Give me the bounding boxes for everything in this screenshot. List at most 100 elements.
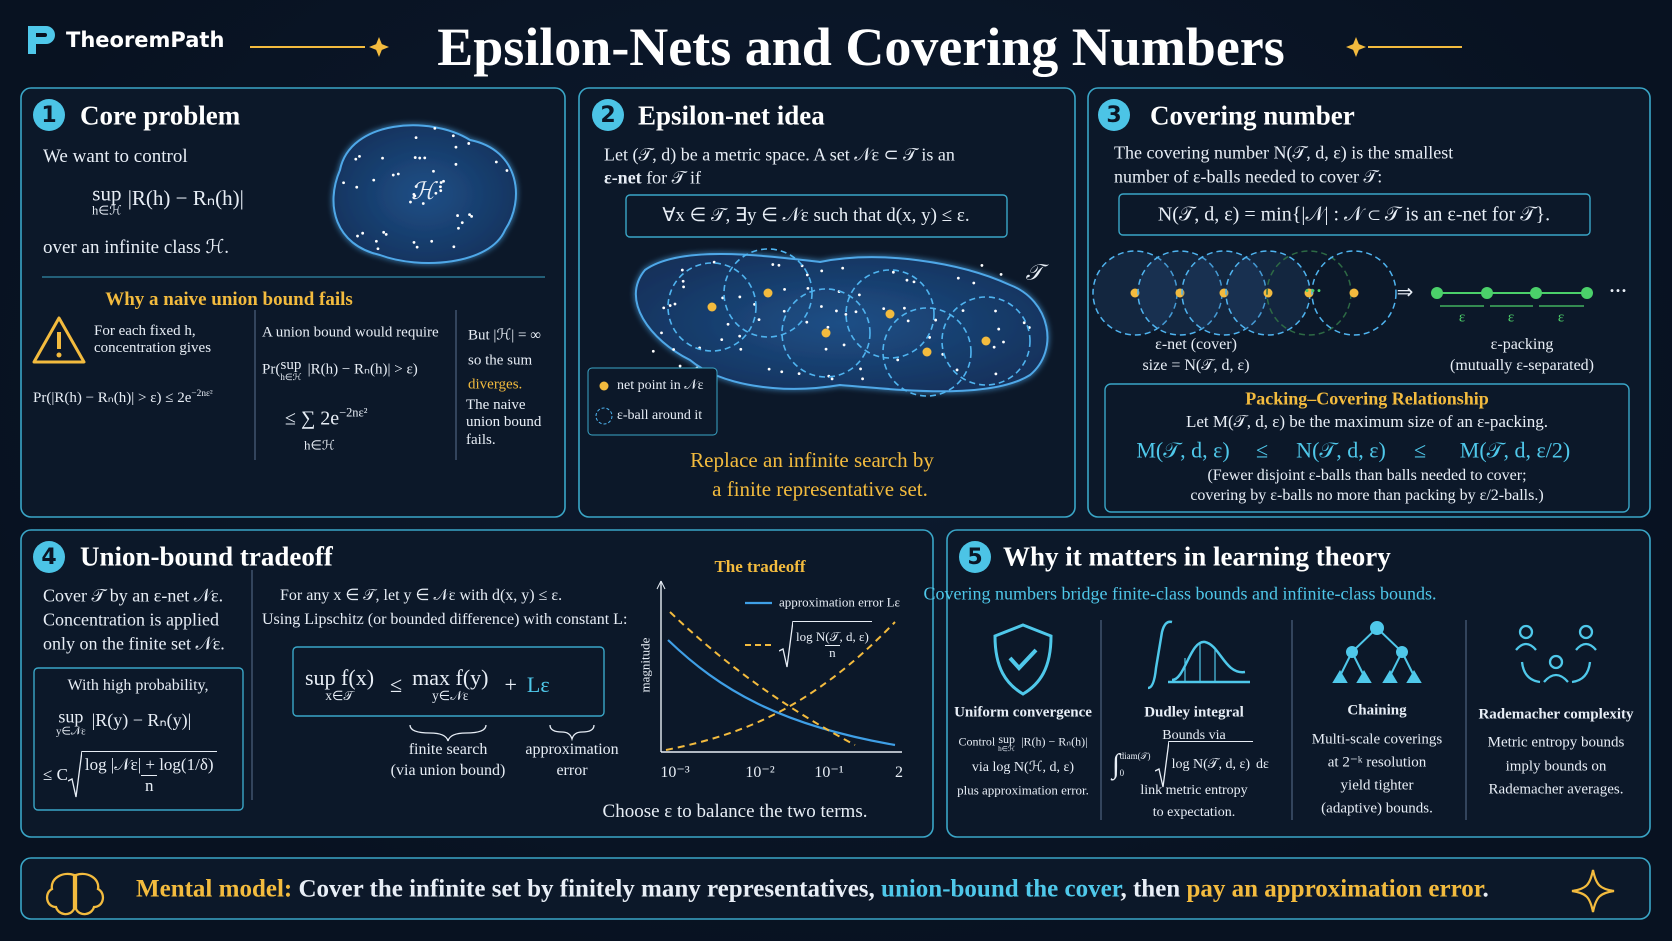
text: Let (𝒯, d) be a metric space. A set 𝒩ε ⊂… bbox=[604, 144, 955, 165]
term: Lε bbox=[526, 671, 550, 697]
dot bbox=[1002, 340, 1005, 344]
legend-text: approximation error Lε bbox=[779, 594, 900, 610]
mental-model: Mental model: Cover the infinite set by … bbox=[136, 876, 1489, 905]
expr: |R(h) − Rₙ(h)| > ε) bbox=[307, 361, 418, 378]
ball bbox=[941, 296, 1031, 386]
dot bbox=[358, 154, 361, 158]
panel bbox=[20, 529, 934, 838]
net-point bbox=[981, 336, 991, 346]
column-dividers bbox=[1100, 620, 1467, 820]
op: sup bbox=[998, 731, 1015, 746]
dot bbox=[956, 276, 960, 280]
dot bbox=[418, 156, 422, 160]
epsilon-balls bbox=[667, 248, 1031, 397]
dot bbox=[830, 377, 834, 381]
dot bbox=[470, 214, 474, 218]
dot bbox=[467, 142, 471, 145]
dot bbox=[972, 281, 976, 285]
dot bbox=[374, 239, 378, 243]
chart-title: The tradeoff bbox=[714, 557, 806, 577]
item-text: Bounds via bbox=[1162, 727, 1226, 743]
text: so the sum bbox=[468, 352, 533, 369]
caption: Replace an infinite search by bbox=[690, 447, 934, 472]
dot bbox=[992, 345, 996, 349]
legend-box bbox=[587, 367, 718, 436]
item-text: to expectation. bbox=[1152, 804, 1236, 820]
formula: ≤ C log |𝒩ε| + log(1/δ) n bbox=[43, 751, 217, 799]
cover-point bbox=[1304, 288, 1314, 298]
text: for 𝒯 if bbox=[641, 167, 701, 188]
dot bbox=[356, 234, 359, 238]
text: But |ℋ| = ∞ bbox=[468, 327, 541, 344]
dot bbox=[934, 318, 938, 322]
item-title: Rademacher complexity bbox=[1478, 706, 1634, 723]
expr: |R(y) − Rₙ(y)| bbox=[91, 710, 192, 731]
dot bbox=[720, 338, 724, 341]
operator: sup h∈ℋ bbox=[998, 731, 1016, 753]
dot bbox=[452, 245, 456, 249]
relation: ≤ bbox=[390, 671, 403, 697]
radical: log N(𝒯, d, ε) n bbox=[779, 621, 872, 669]
dot bbox=[668, 304, 672, 307]
op: sup bbox=[92, 181, 122, 206]
dot bbox=[771, 263, 775, 266]
dot bbox=[806, 286, 810, 290]
text: The covering number N(𝒯, d, ε) is the sm… bbox=[1114, 142, 1454, 163]
op-sub: h∈ℋ bbox=[998, 744, 1016, 753]
dot bbox=[673, 302, 677, 306]
panel-title: Core problem bbox=[80, 100, 241, 131]
space-dots bbox=[651, 260, 1031, 381]
dot bbox=[912, 280, 916, 284]
highlight: diverges. bbox=[468, 376, 523, 393]
dot bbox=[409, 200, 412, 204]
cover-row bbox=[1092, 250, 1397, 336]
text: For any x ∈ 𝒯, let y ∈ 𝒩ε with d(x, y) ≤… bbox=[280, 586, 563, 604]
ball bbox=[781, 288, 871, 378]
integral-sign: ∫ bbox=[1112, 748, 1120, 780]
dot bbox=[454, 162, 458, 166]
brace bbox=[409, 724, 487, 742]
formula: sup h∈ℋ |R(h) − Rₙ(h)| bbox=[92, 182, 244, 219]
packing-point bbox=[1481, 287, 1493, 299]
panel-number: 1 bbox=[33, 99, 65, 131]
brain-icon bbox=[45, 872, 105, 916]
integral: ∫ diam(𝒯) 0 log N(𝒯, d, ε) dε bbox=[1112, 741, 1269, 789]
operator: sup f(x) x∈𝒯 bbox=[305, 665, 374, 703]
panel bbox=[20, 857, 1651, 920]
plus: + bbox=[504, 671, 517, 697]
x-tick-label: 10⁻³ bbox=[660, 763, 690, 781]
item-text: link metric entropy bbox=[1140, 782, 1248, 798]
tree-icon bbox=[1332, 621, 1422, 683]
dot bbox=[994, 309, 997, 313]
dot bbox=[980, 264, 984, 267]
axis-arrow bbox=[656, 580, 666, 590]
item-text: Rademacher averages. bbox=[1488, 781, 1624, 798]
x-tick-label: 10⁻¹ bbox=[814, 763, 844, 781]
item-text: via log N(ℋ, d, ε) bbox=[971, 759, 1075, 775]
op-sub: y∈𝒩ε bbox=[432, 688, 469, 704]
text: only on the finite set 𝒩ε. bbox=[43, 633, 225, 654]
dot bbox=[903, 306, 906, 310]
subtitle: Covering numbers bridge finite-class bou… bbox=[923, 583, 1437, 604]
panel bbox=[1087, 87, 1651, 518]
dot bbox=[994, 372, 998, 376]
star bbox=[1346, 37, 1366, 57]
ball bbox=[667, 262, 757, 352]
dot bbox=[780, 370, 784, 374]
dot bbox=[439, 189, 443, 193]
dot bbox=[442, 179, 445, 183]
item-title: Uniform convergence bbox=[954, 704, 1092, 721]
panel-title: Union-bound tradeoff bbox=[80, 541, 333, 572]
dot bbox=[372, 178, 376, 182]
y-axis-label: magnitude bbox=[637, 637, 653, 693]
dot bbox=[721, 296, 725, 300]
dot bbox=[739, 347, 743, 351]
text: ε-net for 𝒯 if bbox=[604, 168, 701, 189]
epsilon-label: ε bbox=[1458, 309, 1466, 326]
op: sup bbox=[58, 706, 84, 727]
text: over an infinite class ℋ. bbox=[43, 237, 230, 259]
dot bbox=[672, 348, 676, 351]
dot bbox=[842, 343, 846, 347]
dot bbox=[391, 173, 395, 177]
dot bbox=[805, 320, 809, 324]
